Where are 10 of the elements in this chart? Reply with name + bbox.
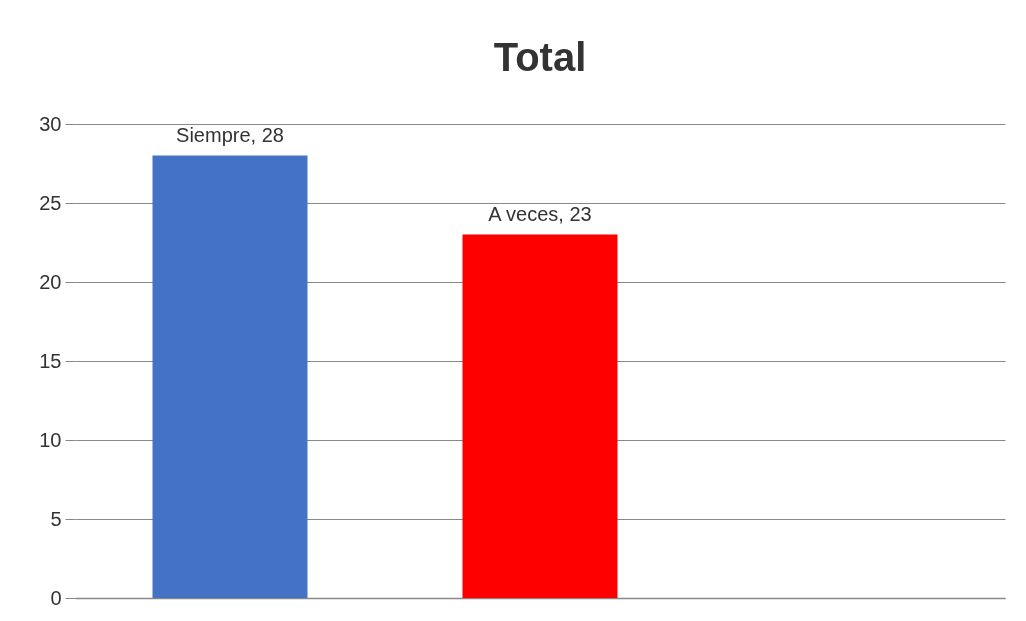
data-label: Siempre, 28 bbox=[176, 123, 284, 146]
y-tick-label: 30 bbox=[39, 112, 62, 135]
chart-title: Total bbox=[493, 35, 587, 79]
y-tick-label: 10 bbox=[39, 428, 62, 451]
data-label: A veces, 23 bbox=[488, 202, 592, 225]
y-tick-label: 5 bbox=[50, 507, 62, 530]
y-tick-label: 20 bbox=[39, 270, 62, 293]
y-tick-label: 15 bbox=[39, 349, 62, 372]
y-tick-label: 0 bbox=[50, 586, 62, 609]
y-tick-label: 25 bbox=[39, 191, 62, 214]
